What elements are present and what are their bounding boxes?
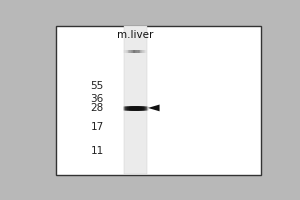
Text: 17: 17	[91, 122, 104, 132]
Polygon shape	[148, 105, 160, 111]
Bar	[56, 26, 261, 175]
Text: m.liver: m.liver	[117, 30, 153, 40]
Text: 55: 55	[91, 81, 104, 91]
Bar	[124, 26, 147, 174]
Text: 28: 28	[91, 103, 104, 113]
Text: 36: 36	[91, 94, 104, 104]
Text: 11: 11	[91, 146, 104, 156]
